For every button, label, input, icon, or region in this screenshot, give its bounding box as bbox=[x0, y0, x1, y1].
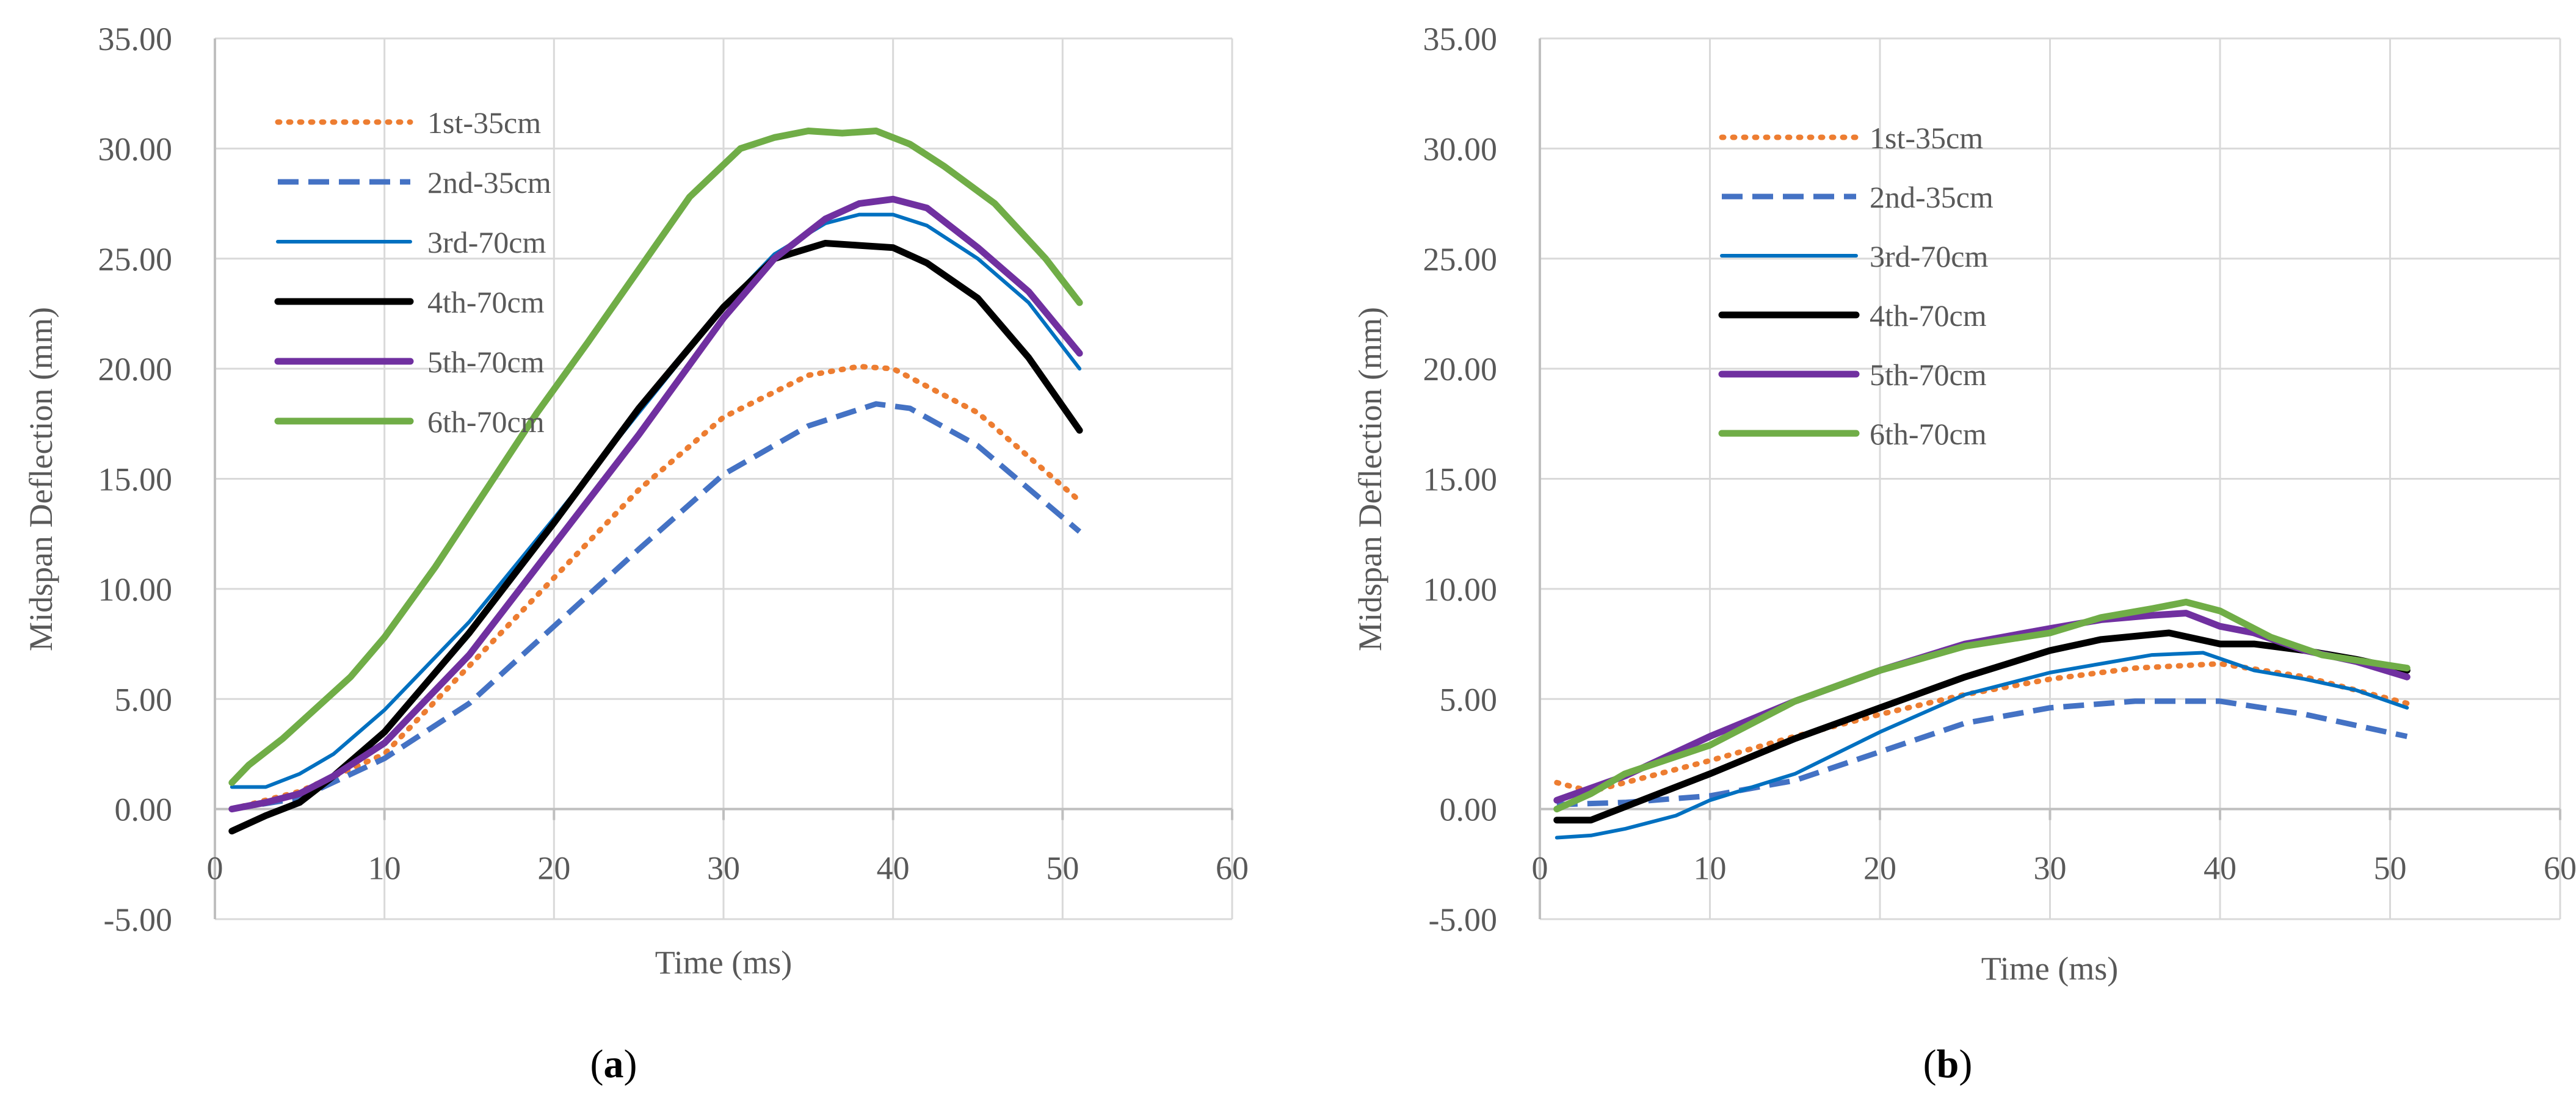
chart-b-x-tick-label: 10 bbox=[1694, 850, 1727, 887]
chart-a-x-tick-label: 60 bbox=[1216, 850, 1249, 887]
chart-a-y-axis-label: Midspan Deflection (mm) bbox=[23, 307, 59, 651]
chart-b: -5.00 0.00 5.00 10.00 15.00 20.00 25.00 30.00 35… bbox=[1352, 21, 2576, 1086]
chart-a-legend-label: 6th-70cm bbox=[427, 405, 545, 439]
chart-b-legend-label: 1st-35cm bbox=[1870, 121, 1983, 155]
chart-a-x-tick-label: 40 bbox=[877, 850, 910, 887]
chart-b-series-4th-70cm bbox=[1553, 629, 2411, 824]
chart-a-y-tick-label: -5.00 bbox=[104, 901, 172, 938]
chart-a-series-6th-70cm bbox=[228, 128, 1083, 786]
chart-a-y-tick-label: 35.00 bbox=[98, 21, 173, 57]
chart-a-x-tick-label: 30 bbox=[707, 850, 740, 887]
chart-b-x-tick-label: 30 bbox=[2034, 850, 2067, 887]
chart-a: -5.00 0.00 5.00 10.00 15.00 20.00 25.00 30.00 35… bbox=[23, 21, 1249, 1086]
chart-b-legend-label: 2nd-35cm bbox=[1870, 180, 1994, 214]
chart-b-legend-label: 6th-70cm bbox=[1870, 417, 1987, 451]
chart-b-x-axis-label: Time (ms) bbox=[1981, 950, 2119, 987]
chart-b-panel-label: (b) bbox=[1923, 1042, 1973, 1086]
chart-a-series-1st-35cm bbox=[229, 364, 1083, 812]
chart-a-y-tick-label: 5.00 bbox=[115, 681, 173, 718]
chart-a-series bbox=[228, 128, 1083, 835]
chart-a-x-tick-label: 20 bbox=[537, 850, 570, 887]
chart-a-legend-label: 5th-70cm bbox=[427, 345, 545, 379]
chart-a-y-tick-label: 20.00 bbox=[98, 351, 173, 388]
chart-b-axes bbox=[1539, 38, 2561, 919]
chart-b-legend-label: 5th-70cm bbox=[1870, 358, 1987, 392]
chart-b-y-tick-label: 25.00 bbox=[1423, 241, 1498, 278]
chart-b-x-tick-label: 60 bbox=[2544, 850, 2576, 887]
chart-b-x-tick-label: 40 bbox=[2204, 850, 2237, 887]
chart-a-tick-labels: -5.00 0.00 5.00 10.00 15.00 20.00 25.00 30.00 35… bbox=[98, 21, 1249, 938]
chart-a-panel-label: (a) bbox=[590, 1042, 637, 1086]
chart-a-axes bbox=[214, 38, 1233, 919]
chart-b-series-3rd-70cm bbox=[1555, 651, 2409, 840]
chart-b-y-tick-label: 20.00 bbox=[1423, 351, 1498, 388]
chart-b-legend: 1st-35cm 2nd-35cm 3rd-70cm 4th-70cm 5th-70cm… bbox=[1718, 121, 1994, 451]
chart-b-series-2nd-35cm bbox=[1556, 698, 2408, 807]
chart-b-series bbox=[1553, 599, 2411, 840]
chart-a-legend-label: 1st-35cm bbox=[427, 106, 541, 140]
chart-b-grid bbox=[1540, 37, 2561, 920]
chart-b-y-tick-label: 15.00 bbox=[1423, 461, 1498, 498]
chart-b-y-tick-label: 10.00 bbox=[1423, 571, 1498, 608]
chart-a-x-tick-label: 0 bbox=[207, 850, 223, 887]
chart-b-tick-labels: -5.00 0.00 5.00 10.00 15.00 20.00 25.00 30.00 35… bbox=[1423, 21, 2576, 938]
chart-a-y-tick-label: 30.00 bbox=[98, 131, 173, 167]
chart-b-y-tick-label: 35.00 bbox=[1423, 21, 1498, 57]
chart-b-legend-label: 4th-70cm bbox=[1870, 298, 1987, 333]
chart-b-x-tick-label: 50 bbox=[2374, 850, 2407, 887]
chart-a-legend: 1st-35cm 2nd-35cm 3rd-70cm 4th-70cm 5th-70cm… bbox=[274, 106, 551, 439]
chart-b-series-6th-70cm bbox=[1553, 599, 2411, 813]
chart-b-y-tick-label: 30.00 bbox=[1423, 131, 1498, 167]
chart-b-series-1st-35cm bbox=[1554, 661, 2410, 795]
chart-a-y-tick-label: 15.00 bbox=[98, 461, 173, 498]
chart-b-x-tick-label: 0 bbox=[1532, 850, 1548, 887]
chart-a-y-tick-label: 10.00 bbox=[98, 571, 173, 608]
chart-a-x-tick-label: 50 bbox=[1046, 850, 1079, 887]
chart-a-legend-label: 2nd-35cm bbox=[427, 165, 551, 200]
chart-a-y-tick-label: 0.00 bbox=[115, 792, 173, 828]
chart-a-series-5th-70cm bbox=[228, 195, 1083, 813]
chart-b-y-tick-label: -5.00 bbox=[1429, 901, 1497, 938]
chart-a-x-axis-label: Time (ms) bbox=[655, 944, 793, 981]
chart-a-legend-label: 3rd-70cm bbox=[427, 225, 546, 259]
chart-b-y-tick-label: 5.00 bbox=[1440, 681, 1498, 718]
chart-a-legend-label: 4th-70cm bbox=[427, 285, 545, 319]
chart-b-legend-label: 3rd-70cm bbox=[1870, 239, 1988, 273]
chart-b-x-tick-label: 20 bbox=[1863, 850, 1896, 887]
chart-a-x-tick-label: 10 bbox=[368, 850, 401, 887]
chart-b-y-tick-label: 0.00 bbox=[1440, 792, 1498, 828]
chart-b-y-axis-label: Midspan Deflection (mm) bbox=[1352, 307, 1388, 651]
chart-a-grid bbox=[215, 37, 1233, 920]
chart-a-y-tick-label: 25.00 bbox=[98, 241, 173, 278]
